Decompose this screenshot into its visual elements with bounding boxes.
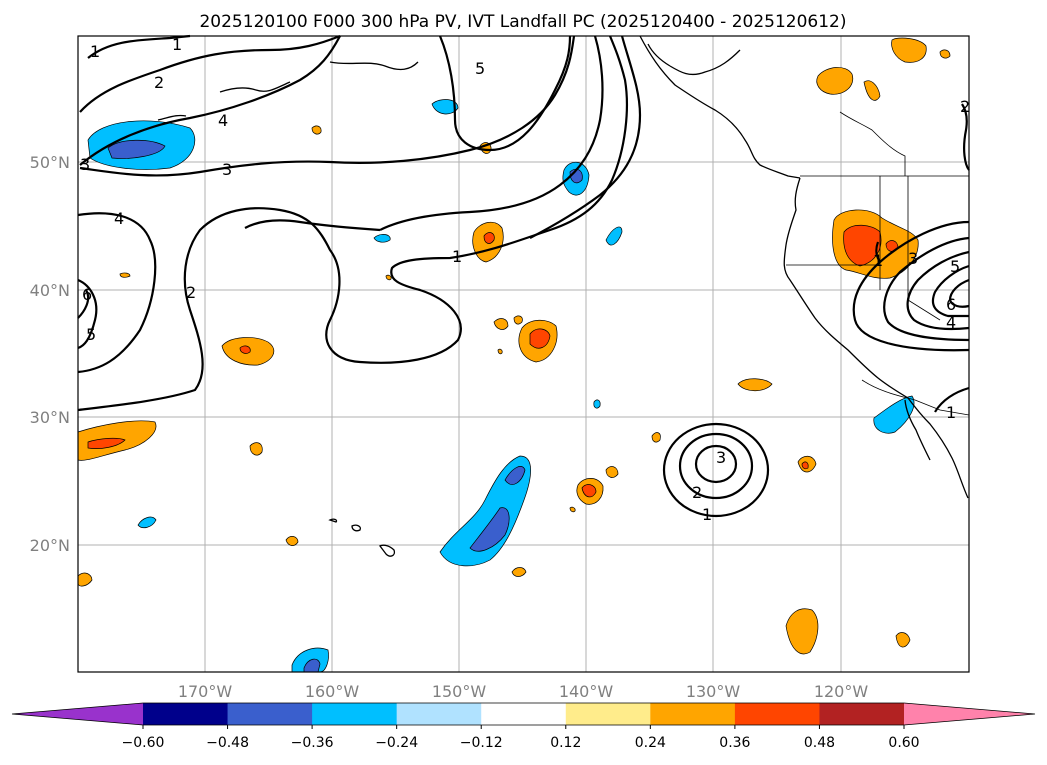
colorbar-segment: [396, 703, 482, 725]
colorbar-segment: [312, 703, 398, 725]
longitude-labels: 170°W 160°W 150°W 140°W 130°W 120°W: [178, 682, 869, 701]
contour-label: 2: [154, 73, 164, 92]
lon-label: 140°W: [559, 682, 614, 701]
colorbar: −0.60 −0.48 −0.36 −0.24 −0.12 0.12 0.24 0.36 0.4…: [11, 702, 1036, 751]
colorbar-tick-label: −0.48: [206, 735, 249, 751]
contours: [77, 34, 970, 518]
contour-label: 1: [702, 505, 712, 524]
contour-label: 3: [716, 448, 726, 467]
borders: [786, 111, 970, 416]
colorbar-extend-max: [904, 703, 1035, 725]
colorbar-segment: [650, 703, 736, 725]
contour-label: 4: [946, 313, 956, 332]
contour-label: 1: [946, 403, 956, 422]
contour-label: 5: [86, 325, 96, 344]
map-frame: [77, 35, 970, 673]
shading: [77, 37, 951, 673]
colorbar-segment: [819, 703, 905, 725]
contour-label: 1: [873, 251, 883, 270]
latitude-labels: 50°N 40°N 30°N 20°N: [30, 153, 70, 555]
colorbar-segment: [481, 703, 567, 725]
colorbar-segment: [143, 703, 229, 725]
map-panel: 1 1 2 4 5 3 3 4 6 5 2 1 1 2 3 1 6 5 3 4 …: [77, 34, 970, 673]
colorbar-segment: [565, 703, 651, 725]
figure-title: 2025120100 F000 300 hPa PV, IVT Landfall…: [199, 12, 846, 32]
contour-label: 1: [90, 42, 100, 61]
coastlines: [157, 35, 969, 557]
colorbar-extend-min: [12, 703, 143, 725]
colorbar-tick-label: 0.48: [804, 735, 835, 751]
contour-label: 4: [114, 209, 124, 228]
lon-label: 170°W: [178, 682, 233, 701]
contour-label: 3: [80, 155, 90, 174]
lat-label: 30°N: [30, 408, 70, 427]
colorbar-tick-label: −0.24: [375, 735, 418, 751]
contour-label: 4: [218, 111, 228, 130]
contour-labels: 1 1 2 4 5 3 3 4 6 5 2 1 1 2 3 1 6 5 3 4 …: [80, 35, 970, 524]
colorbar-tick-label: −0.12: [460, 735, 503, 751]
contour-label: 5: [475, 59, 485, 78]
contour-label: 6: [946, 295, 956, 314]
colorbar-segment: [227, 703, 313, 725]
colorbar-tick-label: 0.36: [719, 735, 750, 751]
contour-label: 1: [172, 35, 182, 54]
lon-label: 130°W: [686, 682, 741, 701]
lat-label: 40°N: [30, 281, 70, 300]
colorbar-segment: [734, 703, 820, 725]
gridlines: [78, 36, 969, 672]
contour-label: 6: [82, 285, 92, 304]
contour-label: 3: [222, 160, 232, 179]
contour-label: 5: [950, 257, 960, 276]
lat-label: 50°N: [30, 153, 70, 172]
contour-label: 2: [692, 483, 702, 502]
contour-label: 2: [960, 97, 970, 116]
contour-label: 3: [908, 249, 918, 268]
lon-label: 160°W: [305, 682, 360, 701]
colorbar-tick-label: 0.12: [550, 735, 581, 751]
lon-label: 120°W: [814, 682, 869, 701]
colorbar-tick-label: −0.36: [291, 735, 334, 751]
lon-label: 150°W: [432, 682, 487, 701]
lat-label: 20°N: [30, 536, 70, 555]
contour-label: 1: [452, 247, 462, 266]
colorbar-tick-label: −0.60: [122, 735, 165, 751]
colorbar-tick-label: 0.60: [888, 735, 919, 751]
contour-label: 2: [186, 283, 196, 302]
colorbar-tick-label: 0.24: [635, 735, 666, 751]
